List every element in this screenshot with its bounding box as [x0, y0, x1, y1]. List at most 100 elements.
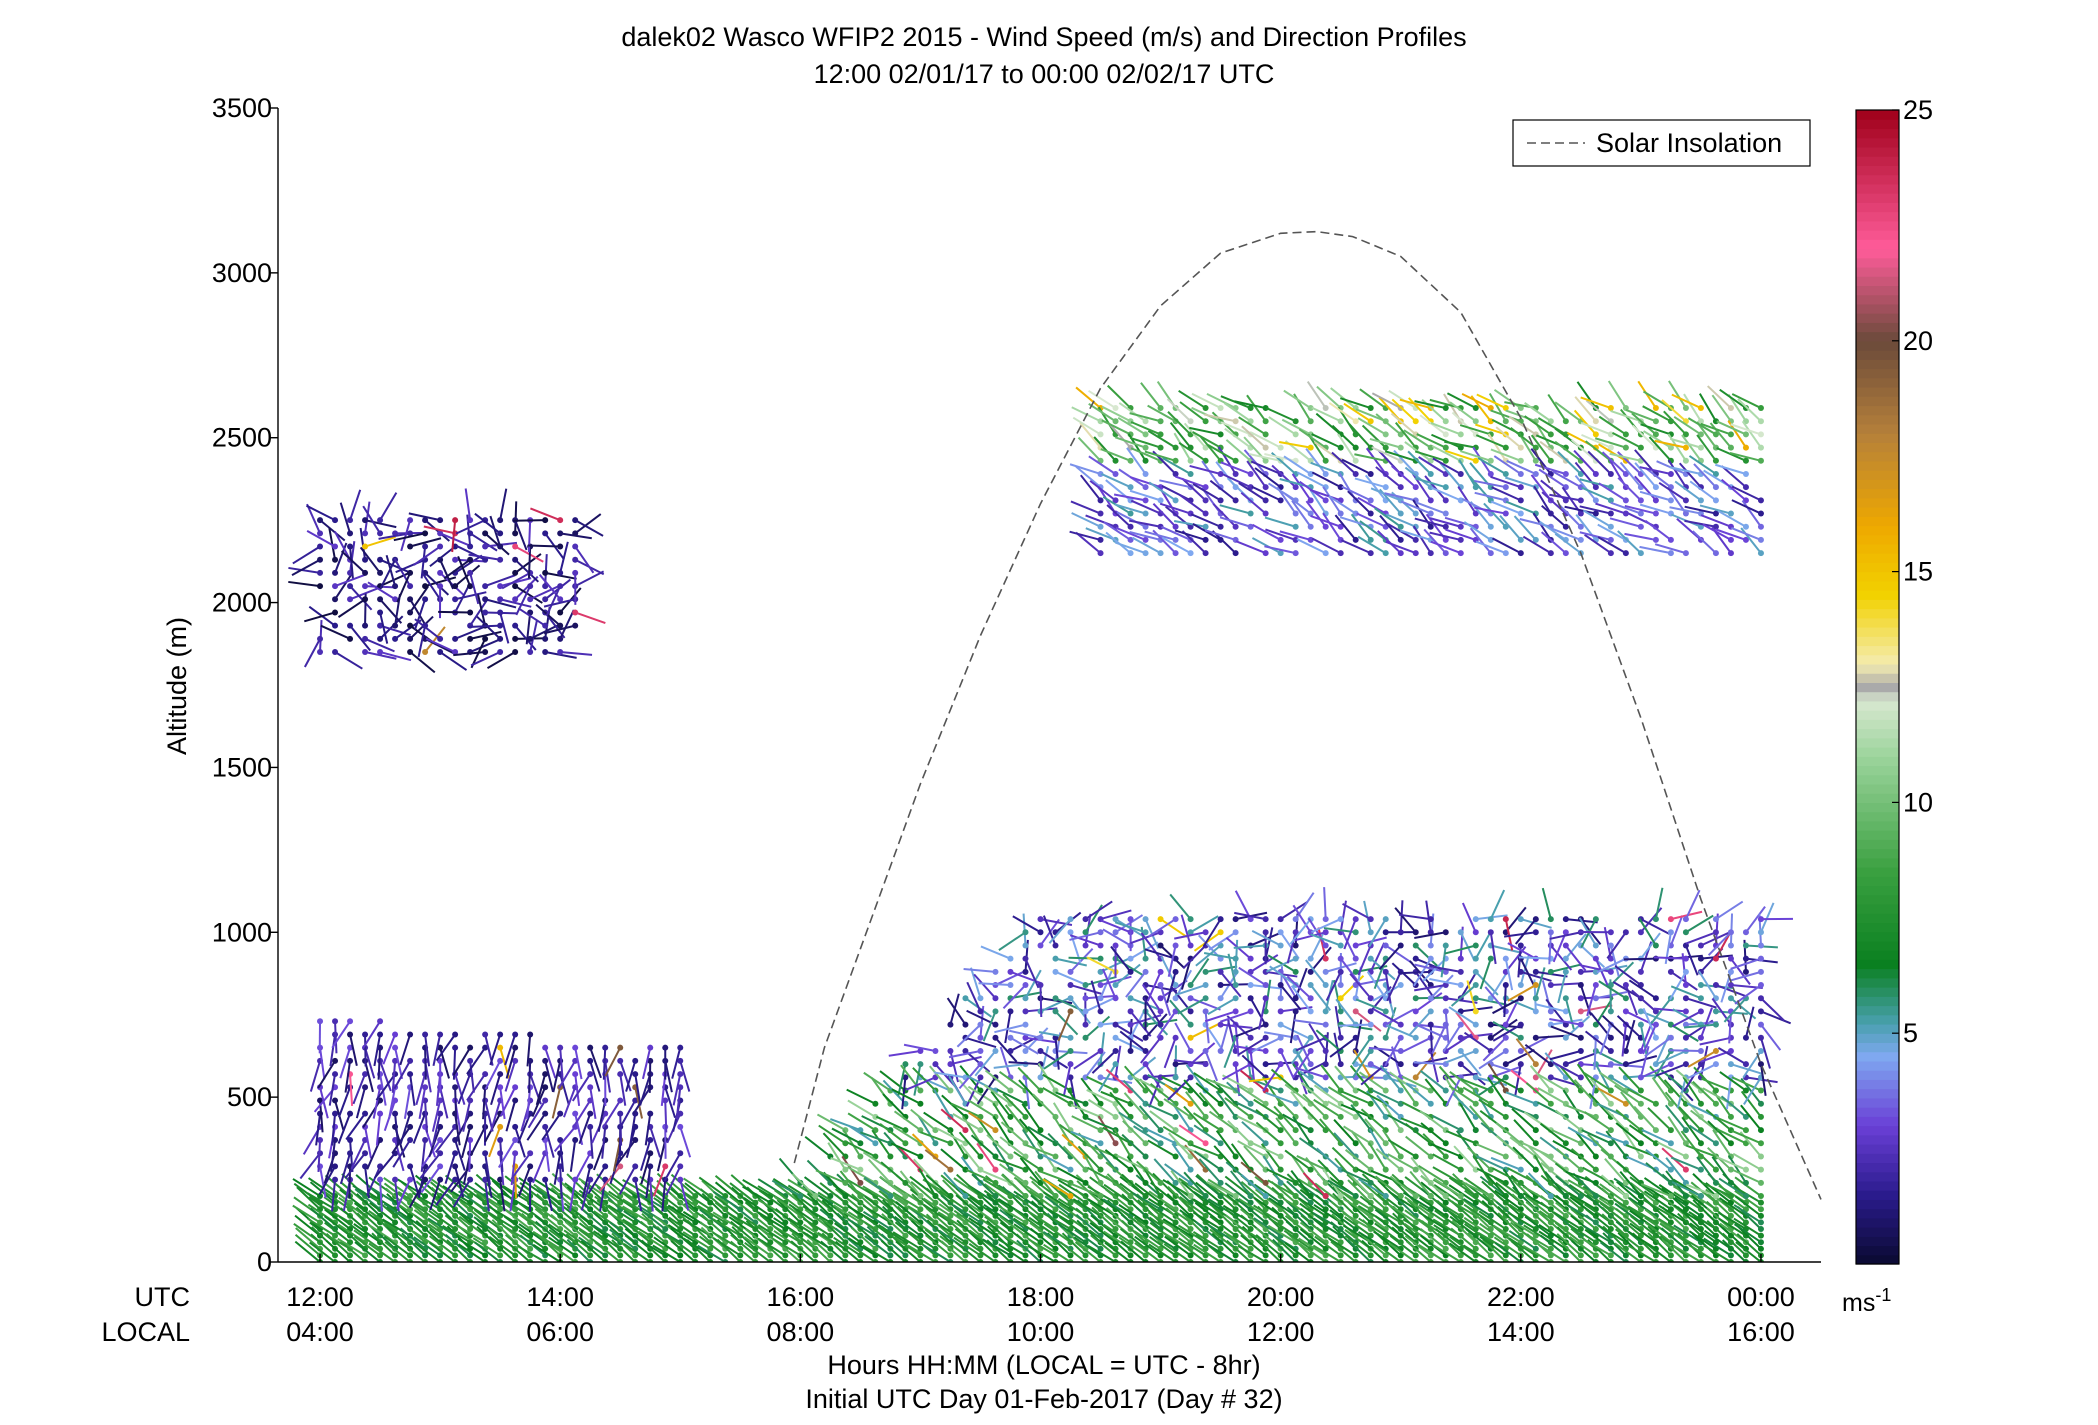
wind-barb-dot	[1697, 982, 1704, 989]
wind-barb	[1614, 1242, 1642, 1262]
wind-barb-dot	[1292, 1199, 1299, 1206]
wind-barb-dot	[377, 556, 384, 563]
wind-barb-dot	[512, 556, 519, 563]
wind-barb	[1227, 1120, 1252, 1145]
wind-barb-dot	[1142, 955, 1149, 962]
wind-barb	[490, 1239, 516, 1262]
wind-barb	[1614, 1202, 1642, 1224]
wind-barb-dot	[947, 1061, 954, 1068]
wind-barb	[618, 1165, 637, 1195]
wind-barb-dot	[362, 1252, 369, 1259]
wind-barb	[668, 1235, 696, 1257]
wind-barb-dot	[437, 635, 444, 642]
wind-barb-dot	[1247, 955, 1254, 962]
wind-barb	[729, 1182, 756, 1204]
wind-barb	[309, 1181, 336, 1204]
wind-barb-dot	[1292, 955, 1299, 962]
wind-barb	[1629, 1222, 1657, 1244]
wind-barb	[1567, 1179, 1597, 1197]
wind-barb	[367, 1223, 396, 1244]
wind-barb	[548, 1229, 576, 1250]
wind-barb-dot	[482, 543, 489, 550]
wind-barb	[458, 1182, 486, 1204]
wind-barb-dot	[1622, 1061, 1629, 1068]
wind-barb-dot	[1367, 1008, 1374, 1015]
wind-barb	[1283, 1229, 1312, 1250]
wind-barb-dot	[362, 1163, 369, 1170]
wind-barb	[1059, 1241, 1087, 1262]
wind-barb	[543, 624, 576, 635]
wind-barb-dot	[857, 1179, 864, 1186]
wind-barb	[392, 1139, 411, 1168]
wind-barb-dot	[977, 1259, 984, 1262]
wind-barb	[544, 1047, 557, 1079]
wind-barb	[1183, 1105, 1207, 1131]
wind-barb-dot	[692, 1232, 699, 1239]
wind-barb	[1599, 1241, 1627, 1262]
wind-barb	[574, 1152, 592, 1182]
wind-barb	[1269, 965, 1297, 986]
wind-barb	[1047, 1132, 1072, 1158]
wind-barb	[1335, 998, 1357, 1026]
wind-barb	[950, 1102, 981, 1118]
wind-barb-dot	[812, 1199, 819, 1206]
wind-barb-dot	[1397, 1259, 1404, 1262]
wind-barb-dot	[947, 1166, 954, 1173]
wind-barb	[1628, 1197, 1657, 1217]
wind-barb	[759, 1214, 786, 1237]
wind-barb-dot	[1067, 1061, 1074, 1068]
wind-barb	[1070, 1130, 1101, 1145]
wind-barb-dot	[452, 583, 459, 590]
wind-barb-dot	[1187, 916, 1194, 923]
wind-barb	[510, 1153, 517, 1186]
wind-barb-dot	[857, 1206, 864, 1213]
wind-barb	[1159, 984, 1172, 1016]
wind-barb-dot	[1127, 1193, 1134, 1200]
wind-barb	[1481, 1200, 1507, 1224]
wind-barb-dot	[497, 517, 504, 524]
wind-barb	[654, 1189, 681, 1211]
wind-barb	[1340, 1090, 1372, 1105]
wind-barb	[1000, 1121, 1027, 1145]
wind-barb	[1358, 1217, 1387, 1237]
wind-barb-dot	[632, 1252, 639, 1259]
wind-barb	[350, 1139, 366, 1170]
wind-barb-dot	[1247, 1140, 1254, 1147]
wind-barb	[533, 1183, 561, 1204]
wind-barb-dot	[1382, 1008, 1389, 1015]
wind-barb	[1234, 1064, 1241, 1097]
wind-barb	[649, 1126, 662, 1158]
wind-barb	[514, 585, 543, 604]
wind-barb-dot	[1577, 968, 1584, 975]
wind-barb-dot	[842, 1193, 849, 1200]
wind-barb	[1660, 1194, 1687, 1217]
wind-barb-dot	[1667, 1034, 1674, 1041]
wind-barb-dot	[1562, 995, 1569, 1002]
wind-barb	[1289, 1011, 1297, 1044]
wind-barb	[412, 1230, 441, 1250]
wind-barb-dot	[1127, 968, 1134, 975]
wind-barb	[791, 1232, 817, 1257]
wind-barb-dot	[1502, 1047, 1509, 1054]
wind-barb	[1041, 1153, 1071, 1171]
wind-barb-dot	[1607, 1226, 1614, 1233]
wind-barb	[1314, 1182, 1342, 1204]
wind-barb	[1286, 975, 1312, 999]
wind-barb	[1121, 1173, 1147, 1197]
wind-barb	[1198, 1092, 1222, 1118]
wind-barb	[1034, 1170, 1057, 1197]
wind-barb	[1309, 946, 1332, 973]
wind-barb	[1258, 998, 1267, 1030]
wind-barb-dot	[1187, 1074, 1194, 1081]
wind-barb-dot	[1472, 1008, 1479, 1015]
wind-barb-dot	[1007, 955, 1014, 962]
wind-barb	[985, 1207, 1012, 1230]
wind-barb	[359, 546, 381, 574]
wind-barb	[804, 1188, 831, 1211]
wind-barb	[294, 1214, 321, 1237]
wind-barb-dot	[1082, 982, 1089, 989]
wind-barb-dot	[422, 596, 429, 603]
wind-barb	[499, 577, 532, 588]
wind-barb	[369, 1202, 396, 1224]
wind-barb-dot	[647, 1259, 654, 1262]
